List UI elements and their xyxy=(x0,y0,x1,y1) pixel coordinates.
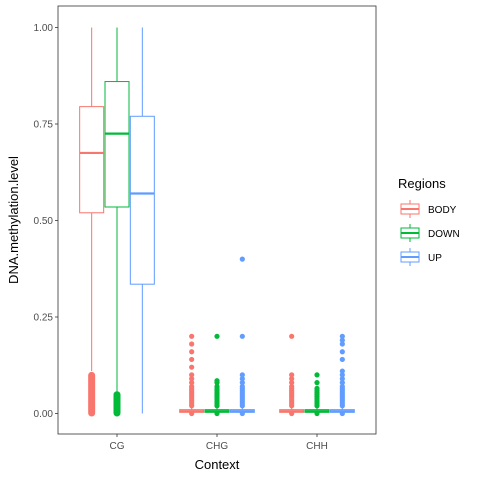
y-axis-title: DNA.methylation.level xyxy=(6,156,21,284)
outlier-point xyxy=(239,383,245,390)
x-tick-label: CHG xyxy=(206,441,228,452)
box-body-cg xyxy=(79,27,105,417)
legend-title: Regions xyxy=(398,176,446,191)
outlier-point xyxy=(189,341,195,347)
y-axis: 0.00 0.25 0.50 0.75 1.00 xyxy=(34,23,58,420)
outlier-point xyxy=(239,372,245,378)
outlier-point xyxy=(339,372,345,378)
outlier-point xyxy=(289,372,295,378)
legend-key-body: BODY xyxy=(400,200,457,218)
y-tick-label: 1.00 xyxy=(34,23,54,34)
outlier-point xyxy=(189,333,195,339)
outlier-band xyxy=(88,371,96,417)
legend: Regions BODY DOWN UP xyxy=(398,176,460,266)
series-body xyxy=(79,27,305,417)
outlier-point xyxy=(314,372,320,378)
outlier-point xyxy=(189,410,195,417)
outlier-point xyxy=(289,410,295,417)
legend-key-up: UP xyxy=(400,248,442,266)
outlier-band xyxy=(113,391,121,417)
outlier-point xyxy=(214,410,220,417)
outlier-point xyxy=(339,368,345,374)
outlier-point xyxy=(314,385,320,392)
outlier-point xyxy=(339,341,345,347)
outlier-point xyxy=(339,356,345,363)
box-body-chg xyxy=(179,333,205,417)
box-up-chh xyxy=(329,333,355,417)
outlier-point xyxy=(289,380,295,386)
legend-label: BODY xyxy=(428,205,457,216)
legend-key-down: DOWN xyxy=(400,224,460,242)
box-body xyxy=(129,115,155,285)
outlier-point xyxy=(314,380,320,386)
outlier-point xyxy=(314,410,320,417)
x-axis-title: Context xyxy=(195,457,240,472)
outlier-point xyxy=(339,333,345,339)
box-down-chg xyxy=(204,333,230,417)
outlier-point xyxy=(214,383,220,390)
box-down-chh xyxy=(304,372,330,417)
outlier-point xyxy=(239,333,245,339)
outlier-point xyxy=(339,380,345,386)
plot-marks xyxy=(79,27,355,417)
outlier-point xyxy=(214,333,220,339)
x-axis: CG CHG CHH xyxy=(110,434,328,452)
outlier-point xyxy=(289,333,295,339)
y-tick-label: 0.50 xyxy=(34,216,54,227)
outlier-point xyxy=(239,376,245,382)
series-down xyxy=(104,27,330,417)
outlier-point xyxy=(339,349,345,355)
outlier-point xyxy=(339,376,345,382)
outlier-point xyxy=(239,410,245,417)
box-body xyxy=(104,81,130,208)
box-down-cg xyxy=(104,27,130,417)
outlier-point xyxy=(189,349,195,355)
outlier-point xyxy=(239,256,245,262)
y-tick-label: 0.75 xyxy=(34,120,54,131)
outlier-point xyxy=(339,410,345,417)
y-tick-label: 0.00 xyxy=(34,409,54,420)
outlier-point xyxy=(289,376,295,382)
outlier-point xyxy=(189,380,195,386)
legend-label: DOWN xyxy=(428,229,460,240)
outlier-point xyxy=(289,383,295,390)
outlier-point xyxy=(189,356,195,363)
outlier-point xyxy=(189,383,195,390)
box-up-chg xyxy=(229,256,255,417)
y-tick-label: 0.25 xyxy=(34,313,54,324)
outlier-point xyxy=(339,383,345,390)
x-tick-label: CG xyxy=(110,441,125,452)
outlier-point xyxy=(189,364,195,370)
outlier-point xyxy=(339,337,345,343)
outlier-point xyxy=(189,372,195,378)
box-body-chh xyxy=(279,333,305,417)
outlier-point xyxy=(214,378,220,384)
series-up xyxy=(129,27,355,417)
outlier-point xyxy=(239,380,245,386)
outlier-point xyxy=(189,376,195,382)
box-up-cg xyxy=(129,27,155,414)
x-tick-label: CHH xyxy=(306,441,328,452)
box-body xyxy=(79,106,105,214)
legend-label: UP xyxy=(428,253,442,264)
